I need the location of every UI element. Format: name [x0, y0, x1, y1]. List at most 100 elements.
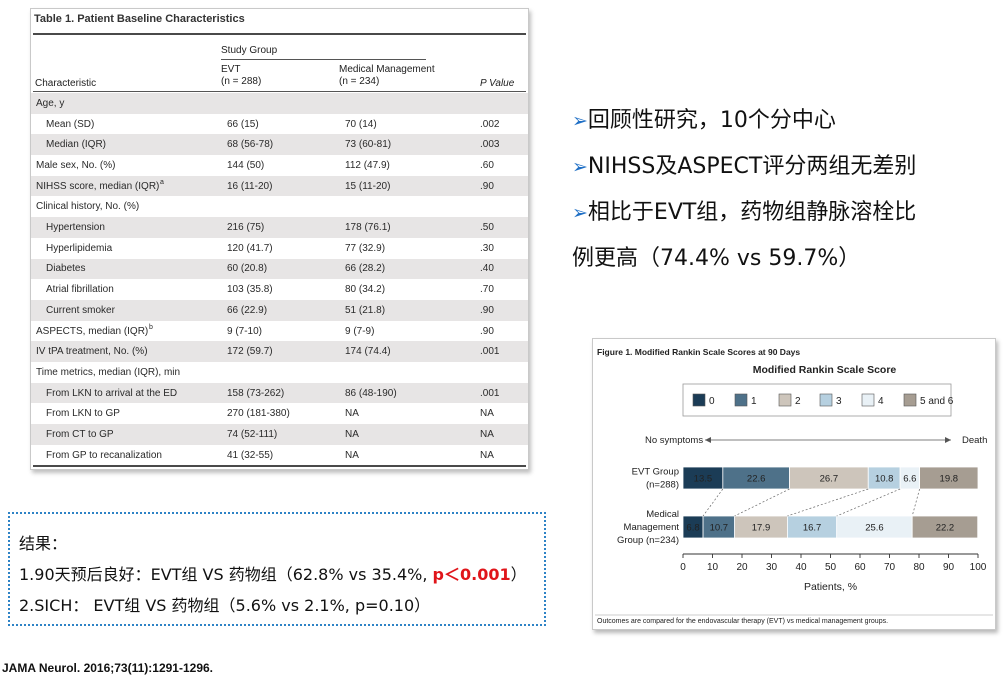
row-evt-value: 16 (11-20) — [227, 180, 273, 192]
x-tick-label: 70 — [884, 562, 896, 573]
table-row: Diabetes 60 (20.8) 66 (28.2) .40 — [31, 258, 528, 280]
right-arrowhead-icon — [945, 437, 951, 443]
row-med-value: 51 (21.8) — [345, 304, 386, 316]
row-evt-value: 120 (41.7) — [227, 242, 273, 254]
row-med-value: 80 (34.2) — [345, 284, 386, 296]
row-evt-value: 74 (52-111) — [227, 429, 278, 441]
x-tick-label: 20 — [736, 562, 748, 573]
bar-value-label: 17.9 — [752, 523, 771, 534]
connector-line — [911, 488, 920, 517]
bullet-text: 例更高（74.4% vs 59.7%） — [572, 246, 861, 271]
x-tick-label: 60 — [854, 562, 866, 573]
evt-header: EVT — [221, 64, 241, 75]
table-row: From CT to GP 74 (52-111) NA NA — [31, 424, 528, 445]
chart-title: Modified Rankin Scale Score — [753, 364, 897, 376]
row-p-value: NA — [480, 408, 494, 420]
figure-title: Figure 1. Modified Rankin Scale Scores a… — [597, 347, 800, 357]
x-tick-label: 10 — [707, 562, 719, 573]
row-characteristic: Male sex, No. (%) — [36, 159, 116, 171]
bar-segment — [911, 515, 979, 539]
bullet-text: 回顾性研究，10个分中心 — [587, 108, 836, 133]
table-row: Current smoker 66 (22.9) 51 (21.8) .90 — [31, 300, 528, 321]
row-med-value: NA — [345, 408, 359, 420]
table-row: Clinical history, No. (%) — [31, 197, 528, 218]
row-evt-value: 68 (56-78) — [227, 139, 274, 151]
study-group-header: Study Group — [221, 45, 278, 56]
row-characteristic: From LKN to arrival at the ED — [46, 387, 178, 399]
row-p-value: .70 — [480, 284, 494, 296]
table-row: Hyperlipidemia 120 (41.7) 77 (32.9) .30 — [31, 238, 528, 259]
table-row: Hypertension 216 (75) 178 (76.1) .50 — [31, 217, 528, 238]
row-med-value: 178 (76.1) — [345, 222, 391, 234]
category-label: Management — [624, 522, 680, 533]
arrow-bullet-icon: ➢ — [572, 156, 588, 178]
header-rule — [33, 91, 526, 92]
row-p-value: .90 — [480, 304, 494, 316]
row-characteristic: Mean (SD) — [46, 118, 95, 130]
study-group-rule — [221, 59, 426, 60]
result-item-1-text: 1.90天预后良好：EVT组 VS 药物组（62.8% vs 35.4%, — [19, 565, 433, 584]
bar-value-label: 6.6 — [903, 474, 916, 485]
result-item-1: 1.90天预后良好：EVT组 VS 药物组（62.8% vs 35.4%, p＜… — [19, 559, 544, 590]
table-row: Age, y — [31, 93, 528, 114]
row-characteristic: Hypertension — [46, 222, 105, 234]
legend-swatch-0 — [692, 393, 706, 407]
baseline-table: Table 1. Patient Baseline Characteristic… — [30, 8, 529, 470]
bar-value-label: 26.7 — [820, 474, 839, 485]
mrs-figure: Figure 1. Modified Rankin Scale Scores a… — [592, 338, 996, 630]
citation: JAMA Neurol. 2016;73(11):1291-1296. — [2, 661, 213, 675]
row-evt-value: 270 (181-380) — [227, 408, 290, 420]
row-characteristic: Age, y — [36, 97, 65, 109]
table-row: IV tPA treatment, No. (%) 172 (59.7) 174 (… — [31, 341, 528, 363]
legend-label-1: 1 — [751, 396, 757, 407]
row-characteristic: Atrial fibrillation — [46, 284, 114, 296]
legend-label-4: 4 — [878, 396, 884, 407]
summary-bullets: ➢回顾性研究，10个分中心 ➢NIHSS及ASPECT评分两组无差别 ➢相比于E… — [572, 98, 997, 282]
x-tick-label: 100 — [970, 562, 987, 573]
table-row: Mean (SD) 66 (15) 70 (14) .002 — [31, 114, 528, 135]
footnote-marker: a — [160, 178, 164, 186]
category-label: Medical — [646, 509, 679, 520]
x-tick-label: 90 — [943, 562, 955, 573]
bar-value-label: 10.7 — [710, 523, 729, 534]
connector-line — [734, 488, 790, 517]
result-item-2: 2.SICH： EVT组 VS 药物组（5.6% vs 2.1%, p=0.10… — [19, 596, 431, 615]
legend-label-3: 3 — [836, 396, 842, 407]
row-p-value: .50 — [480, 222, 494, 234]
x-tick-label: 80 — [913, 562, 925, 573]
results-box: 结果： 1.90天预后良好：EVT组 VS 药物组（62.8% vs 35.4%… — [8, 512, 546, 626]
row-med-value: 86 (48-190) — [345, 387, 397, 399]
legend-label-5: 5 and 6 — [920, 396, 954, 407]
table-row: Time metrics, median (IQR), min — [31, 362, 528, 383]
title-rule — [33, 33, 526, 35]
row-p-value: .30 — [480, 242, 494, 254]
p-value-header: P Value — [480, 78, 515, 89]
bar-value-label: 22.2 — [936, 523, 955, 534]
legend-swatch-3 — [819, 393, 833, 407]
bar-value-label: 13.5 — [694, 474, 713, 485]
row-characteristic: NIHSS score, median (IQR) — [36, 180, 160, 192]
row-med-value: 174 (74.4) — [345, 346, 391, 358]
x-axis-title: Patients, % — [804, 581, 857, 593]
legend-swatch-4 — [861, 393, 875, 407]
result-item-1-end: ） — [510, 565, 527, 584]
row-p-value: .003 — [480, 139, 500, 151]
row-evt-value: 41 (32-55) — [227, 449, 274, 461]
row-p-value: NA — [480, 429, 494, 441]
row-med-value: 77 (32.9) — [345, 242, 386, 254]
bottom-rule — [33, 465, 526, 467]
table-row: From LKN to arrival at the ED 158 (73-262… — [31, 382, 528, 404]
bullet-text: 相比于EVT组，药物组静脉溶栓比 — [587, 200, 917, 225]
row-med-value: 15 (11-20) — [345, 180, 391, 192]
bar-value-label: 19.8 — [940, 474, 959, 485]
bar-value-label: 6.8 — [686, 523, 699, 534]
row-evt-value: 158 (73-262) — [227, 387, 285, 399]
row-p-value: .002 — [480, 118, 500, 130]
row-characteristic: Time metrics, median (IQR), min — [36, 366, 181, 378]
footnote-marker: b — [149, 323, 153, 331]
row-characteristic: Median (IQR) — [46, 139, 107, 151]
row-evt-value: 66 (22.9) — [227, 304, 268, 316]
results-heading: 结果： — [19, 534, 68, 553]
bar-value-label: 16.7 — [803, 523, 822, 534]
table-row: Atrial fibrillation 103 (35.8) 80 (34.2) .7… — [31, 279, 528, 300]
